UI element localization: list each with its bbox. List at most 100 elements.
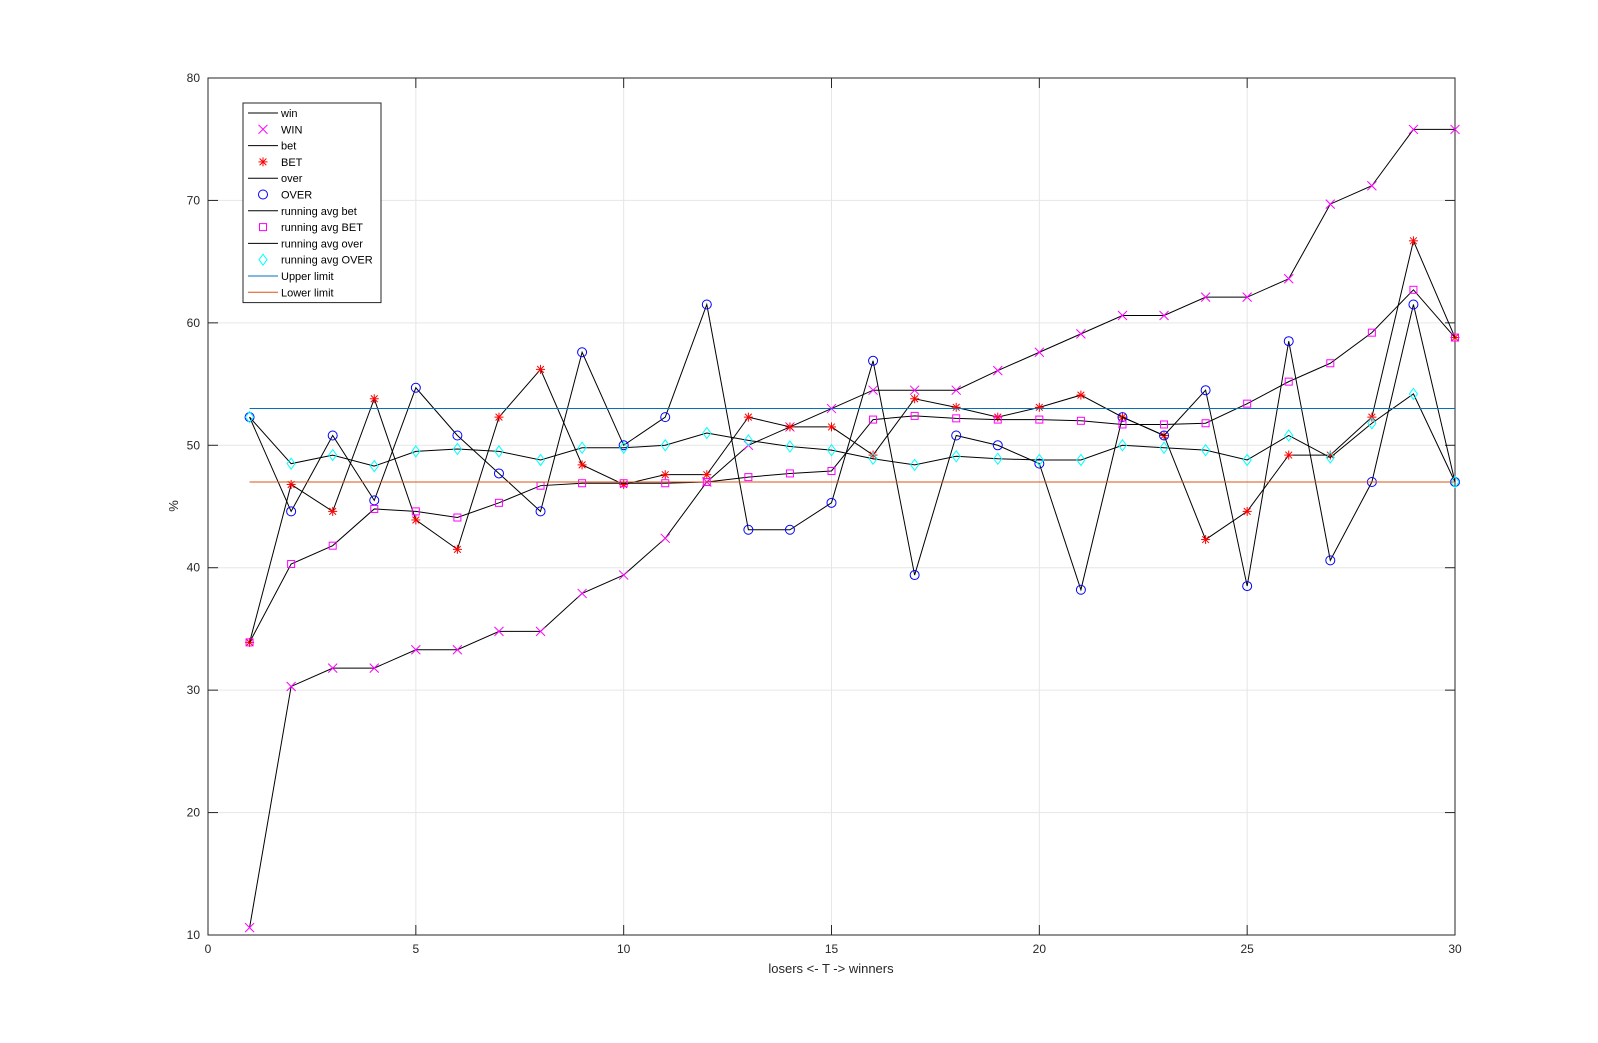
data-point-win <box>1200 292 1211 303</box>
x-tick-label: 30 <box>1448 942 1462 956</box>
y-tick-label: 10 <box>187 928 201 942</box>
data-point-running-avg-bet <box>993 415 1002 424</box>
data-point-running-avg-over <box>868 452 878 466</box>
x-tick-label: 0 <box>205 942 212 956</box>
data-point-win <box>369 663 380 673</box>
data-point-running-avg-over <box>1325 451 1335 464</box>
legend-label: over <box>281 173 303 185</box>
data-point-win <box>1034 347 1045 358</box>
legend-swatch <box>258 253 268 267</box>
legend-label: WIN <box>281 124 302 136</box>
data-point-win <box>1117 310 1128 321</box>
series-running-avg-over <box>249 393 1456 483</box>
legend-swatch <box>258 124 268 135</box>
data-point-win <box>1450 124 1460 135</box>
data-point-bet <box>868 450 878 460</box>
data-point-bet <box>827 422 836 432</box>
data-point-bet <box>1076 390 1086 400</box>
data-point-bet <box>1034 402 1044 412</box>
legend-label: OVER <box>281 190 312 202</box>
data-point-running-avg-over <box>1450 475 1460 489</box>
data-point-bet <box>702 470 712 480</box>
data-point-running-avg-bet <box>1118 420 1127 429</box>
data-point-over <box>826 497 837 508</box>
data-point-running-avg-over <box>785 440 795 453</box>
legend-item-win: WIN <box>258 124 302 136</box>
data-point-win <box>660 533 671 544</box>
legend-label: win <box>280 108 298 120</box>
legend-label: BET <box>281 157 303 169</box>
series-over <box>249 302 1456 592</box>
legend-item-running-avg-over: running avg over <box>248 238 363 250</box>
data-point-bet <box>452 544 462 554</box>
data-point-running-avg-bet <box>1243 399 1252 408</box>
data-point-bet <box>328 506 338 516</box>
legend-item-over: OVER <box>258 189 312 202</box>
data-point-running-avg-over <box>826 443 837 457</box>
data-point-win <box>286 681 296 692</box>
data-point-bet <box>910 394 920 404</box>
data-point-over <box>1325 555 1336 566</box>
data-point-win <box>1367 180 1377 191</box>
legend-label: running avg bet <box>281 206 357 218</box>
data-point-running-avg-bet <box>1284 377 1293 386</box>
data-point-over <box>369 495 380 506</box>
data-point-over <box>286 506 297 517</box>
data-point-running-avg-over <box>1200 443 1211 457</box>
data-point-running-avg-over <box>1076 453 1086 467</box>
data-point-running-avg-bet <box>744 473 753 482</box>
data-point-running-avg-bet <box>287 560 296 569</box>
data-point-win <box>1408 124 1419 135</box>
data-point-over <box>743 524 754 535</box>
data-point-win <box>1283 273 1294 284</box>
data-point-running-avg-bet <box>785 469 794 478</box>
data-point-win <box>868 385 878 396</box>
data-point-bet <box>743 412 753 422</box>
legend: win WIN bet BET over OVER running avg bet runni… <box>242 102 382 304</box>
y-axis-label: % <box>166 500 181 512</box>
legend-label: running avg OVER <box>281 255 373 267</box>
legend-item-bet: BET <box>258 157 303 169</box>
data-point-running-avg-bet <box>827 466 836 475</box>
data-point-bet <box>785 422 795 432</box>
legend-swatch <box>258 189 268 200</box>
data-point-running-avg-bet <box>1076 416 1085 425</box>
legend-label: running avg over <box>281 238 363 250</box>
series-win <box>249 128 1455 928</box>
data-point-bet <box>1284 450 1294 460</box>
series-line-bet <box>249 239 1456 643</box>
data-point-running-avg-bet <box>411 507 420 516</box>
data-point-running-avg-over <box>993 452 1003 466</box>
data-point-bet <box>660 470 670 480</box>
data-point-running-avg-over <box>328 448 338 462</box>
legend-item-running-avg-bet: running avg bet <box>248 206 357 218</box>
data-point-over <box>452 430 463 441</box>
series-line-over <box>249 302 1456 592</box>
data-point-running-avg-bet <box>869 415 878 424</box>
data-point-running-avg-bet <box>952 414 961 423</box>
data-point-over <box>410 382 421 393</box>
data-point-running-avg-over <box>494 445 504 458</box>
data-point-win <box>327 663 338 673</box>
data-point-running-avg-over <box>702 426 712 440</box>
series-line-win <box>249 128 1455 928</box>
data-point-win <box>1076 329 1086 339</box>
data-point-win <box>244 922 255 933</box>
x-tick-label: 5 <box>412 942 419 956</box>
data-point-running-avg-bet <box>453 513 462 522</box>
data-point-running-avg-over <box>1408 387 1419 401</box>
data-point-over <box>1075 584 1086 595</box>
data-point-running-avg-over <box>1284 429 1294 442</box>
data-point-win <box>1325 199 1336 209</box>
data-point-running-avg-over <box>535 453 546 467</box>
data-point-win <box>452 644 463 655</box>
data-point-running-avg-bet <box>1326 359 1335 368</box>
legend-item-running-avg-bet: running avg BET <box>259 222 363 234</box>
data-point-running-avg-bet <box>661 479 670 488</box>
data-point-running-avg-bet <box>245 638 254 647</box>
data-point-over <box>1408 299 1419 310</box>
data-point-running-avg-bet <box>1035 415 1044 424</box>
y-tick-label: 60 <box>187 316 201 330</box>
y-tick-label: 70 <box>187 193 201 207</box>
